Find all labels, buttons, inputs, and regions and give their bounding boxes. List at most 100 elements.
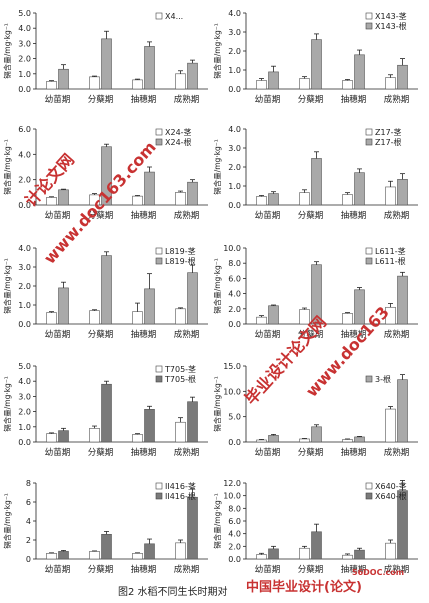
y-tick-label: 2.0 <box>228 47 241 56</box>
bar <box>311 426 322 443</box>
x-tick-label: 成熟期 <box>384 94 410 105</box>
bar <box>187 272 198 325</box>
legend-swatch <box>365 492 373 500</box>
bar <box>175 308 186 325</box>
chart-panel: 0.0 1.0 2.0 3.0 4.0 镉含量/mg·kg⁻¹ 幼苗期 分蘖期 抽穗期 成熟期 L8… <box>2 244 208 340</box>
bar <box>342 313 353 325</box>
x-tick-label: 成熟期 <box>384 564 410 575</box>
legend-label: L819-茎 <box>165 246 196 256</box>
bar <box>58 551 69 560</box>
bar <box>397 379 408 443</box>
x-tick-label: 分蘖期 <box>88 210 114 221</box>
x-tick-label: 抽穗期 <box>341 329 367 340</box>
y-tick-label: 3.0 <box>18 263 31 272</box>
x-tick-label: 分蘖期 <box>88 94 114 105</box>
bar <box>144 543 155 560</box>
x-tick-label: 分蘖期 <box>88 329 114 340</box>
y-tick-label: 4.0 <box>228 9 241 18</box>
bar <box>268 435 279 443</box>
x-tick-label: 成熟期 <box>384 329 410 340</box>
legend-label: II416-根 <box>165 491 196 501</box>
legend-label: X640-根 <box>375 491 407 501</box>
site-logo-url: 56DOC.com <box>352 568 405 577</box>
bar <box>89 310 100 325</box>
bar <box>299 547 310 560</box>
bar <box>144 288 155 325</box>
y-tick-label: 4.0 <box>228 290 241 299</box>
bar <box>46 81 57 90</box>
x-tick-label: 抽穗期 <box>131 564 157 575</box>
y-tick-label: 6.0 <box>228 274 241 283</box>
bar <box>311 39 322 90</box>
y-tick-label: 10.0 <box>223 387 241 396</box>
figure-caption: 图2 水稻不同生长时期对 <box>118 587 228 598</box>
bar <box>342 554 353 560</box>
bar <box>268 548 279 560</box>
legend-swatch <box>365 257 373 265</box>
bar <box>385 542 396 560</box>
y-tick-label: 4.0 <box>18 244 31 253</box>
x-tick-label: 成熟期 <box>384 447 410 458</box>
bar <box>256 316 267 325</box>
legend-label: Z17-根 <box>375 137 402 147</box>
x-tick-label: 分蘖期 <box>298 447 324 458</box>
bar <box>89 551 100 560</box>
bar <box>256 80 267 90</box>
bar <box>89 76 100 90</box>
y-tick-label: 2.0 <box>18 55 31 64</box>
bar <box>58 430 69 443</box>
legend-swatch <box>155 375 163 383</box>
x-tick-label: 抽穗期 <box>131 210 157 221</box>
y-tick-label: 1.0 <box>18 423 31 432</box>
y-tick-label: 3.0 <box>18 392 31 401</box>
bar <box>58 287 69 325</box>
x-tick-label: 抽穗期 <box>131 329 157 340</box>
bar <box>46 197 57 206</box>
y-tick-label: 4.0 <box>18 150 31 159</box>
legend-label: Z17-茎 <box>375 127 402 137</box>
legend-swatch <box>365 12 373 20</box>
bar <box>385 77 396 90</box>
y-tick-label: 1.0 <box>228 66 241 75</box>
x-tick-label: 成熟期 <box>174 564 200 575</box>
legend-label: L611-茎 <box>375 246 406 256</box>
y-tick-label: 0.0 <box>228 555 241 564</box>
y-tick-label: 2.0 <box>228 305 241 314</box>
bar <box>385 408 396 443</box>
y-axis-label: 镉含量/mg·kg⁻¹ <box>2 23 12 79</box>
x-tick-label: 抽穗期 <box>131 447 157 458</box>
y-tick-label: 0.0 <box>228 85 241 94</box>
bar <box>175 192 186 206</box>
legend-label: T705-茎 <box>164 364 196 374</box>
legend-swatch <box>155 12 163 20</box>
bar <box>101 38 112 90</box>
x-tick-label: 幼苗期 <box>255 447 281 458</box>
y-tick-label: 2 <box>26 536 31 545</box>
legend-swatch <box>365 128 373 136</box>
x-tick-label: 分蘖期 <box>298 94 324 105</box>
bar <box>144 46 155 90</box>
y-axis-label: 镉含量/mg·kg⁻¹ <box>212 493 222 549</box>
y-tick-label: 8.0 <box>228 504 241 513</box>
legend-swatch <box>365 22 373 30</box>
x-tick-label: 幼苗期 <box>255 210 281 221</box>
legend-label: X4... <box>165 12 183 21</box>
bar <box>144 409 155 443</box>
bar <box>256 196 267 206</box>
bar <box>256 554 267 560</box>
x-tick-label: 分蘖期 <box>298 329 324 340</box>
bar <box>397 179 408 206</box>
x-tick-label: 抽穗期 <box>341 564 367 575</box>
bar <box>132 195 143 206</box>
x-tick-label: 幼苗期 <box>45 447 71 458</box>
bar <box>354 54 365 90</box>
y-tick-label: 2.0 <box>18 176 31 185</box>
y-axis-label: 镉含量/mg·kg⁻¹ <box>212 23 222 79</box>
bar <box>187 401 198 443</box>
y-tick-label: 10.0 <box>223 492 241 501</box>
y-axis-label: 镉含量/mg·kg⁻¹ <box>212 258 222 314</box>
bar <box>144 171 155 206</box>
